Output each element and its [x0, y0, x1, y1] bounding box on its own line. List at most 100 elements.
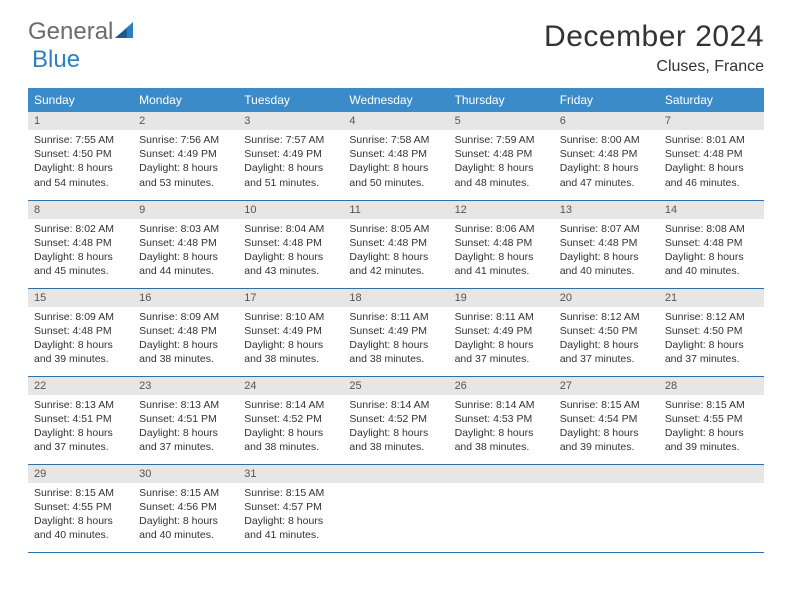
day-number: 26: [449, 377, 554, 395]
daylight-line: Daylight: 8 hours and 47 minutes.: [560, 161, 653, 189]
cell-body: Sunrise: 8:14 AMSunset: 4:52 PMDaylight:…: [343, 395, 448, 461]
daylight-line: Daylight: 8 hours and 40 minutes.: [665, 250, 758, 278]
day-number: 12: [449, 201, 554, 219]
day-number: 7: [659, 112, 764, 130]
sunrise-line: Sunrise: 7:56 AM: [139, 133, 232, 147]
sunrise-line: Sunrise: 8:04 AM: [244, 222, 337, 236]
sunrise-line: Sunrise: 8:10 AM: [244, 310, 337, 324]
title-block: December 2024 Cluses, France: [544, 20, 764, 76]
cell-body: Sunrise: 8:06 AMSunset: 4:48 PMDaylight:…: [449, 219, 554, 285]
sunset-line: Sunset: 4:53 PM: [455, 412, 548, 426]
sunrise-line: Sunrise: 8:11 AM: [349, 310, 442, 324]
daylight-line: Daylight: 8 hours and 48 minutes.: [455, 161, 548, 189]
day-number: 22: [28, 377, 133, 395]
sunset-line: Sunset: 4:55 PM: [665, 412, 758, 426]
day-number: 29: [28, 465, 133, 483]
sunrise-line: Sunrise: 8:12 AM: [560, 310, 653, 324]
cell-body-empty: [449, 483, 554, 492]
cell-body: Sunrise: 8:09 AMSunset: 4:48 PMDaylight:…: [28, 307, 133, 373]
sunrise-line: Sunrise: 8:15 AM: [665, 398, 758, 412]
sunset-line: Sunset: 4:49 PM: [349, 324, 442, 338]
sunrise-line: Sunrise: 7:55 AM: [34, 133, 127, 147]
calendar-cell: 10Sunrise: 8:04 AMSunset: 4:48 PMDayligh…: [238, 200, 343, 288]
cell-body: Sunrise: 8:00 AMSunset: 4:48 PMDaylight:…: [554, 130, 659, 196]
sunset-line: Sunset: 4:52 PM: [349, 412, 442, 426]
cell-body: Sunrise: 7:58 AMSunset: 4:48 PMDaylight:…: [343, 130, 448, 196]
calendar-cell: 13Sunrise: 8:07 AMSunset: 4:48 PMDayligh…: [554, 200, 659, 288]
day-number-empty: [343, 465, 448, 483]
cell-body-empty: [659, 483, 764, 492]
cell-body: Sunrise: 7:56 AMSunset: 4:49 PMDaylight:…: [133, 130, 238, 196]
cell-body: Sunrise: 8:10 AMSunset: 4:49 PMDaylight:…: [238, 307, 343, 373]
daylight-line: Daylight: 8 hours and 41 minutes.: [244, 514, 337, 542]
calendar-cell: 18Sunrise: 8:11 AMSunset: 4:49 PMDayligh…: [343, 288, 448, 376]
sunrise-line: Sunrise: 7:57 AM: [244, 133, 337, 147]
cell-body: Sunrise: 8:09 AMSunset: 4:48 PMDaylight:…: [133, 307, 238, 373]
weekday-header: Monday: [133, 88, 238, 112]
weekday-header: Saturday: [659, 88, 764, 112]
calendar-row: 1 Sunrise: 7:55 AMSunset: 4:50 PM Daylight…: [28, 112, 764, 200]
calendar-table: Sunday Monday Tuesday Wednesday Thursday…: [28, 88, 764, 553]
calendar-cell: 15Sunrise: 8:09 AMSunset: 4:48 PMDayligh…: [28, 288, 133, 376]
calendar-cell: 28Sunrise: 8:15 AMSunset: 4:55 PMDayligh…: [659, 376, 764, 464]
sunrise-line: Sunrise: 8:12 AM: [665, 310, 758, 324]
sunrise-line: Sunrise: 8:09 AM: [139, 310, 232, 324]
brand-part2: Blue: [32, 46, 80, 73]
calendar-cell: 12Sunrise: 8:06 AMSunset: 4:48 PMDayligh…: [449, 200, 554, 288]
day-number: 1: [28, 112, 133, 130]
calendar-cell: [343, 464, 448, 552]
day-number: 14: [659, 201, 764, 219]
daylight-line: Daylight: 8 hours and 39 minutes.: [560, 426, 653, 454]
cell-body: Sunrise: 8:08 AMSunset: 4:48 PMDaylight:…: [659, 219, 764, 285]
weekday-header: Tuesday: [238, 88, 343, 112]
cell-body: Sunrise: 8:03 AMSunset: 4:48 PMDaylight:…: [133, 219, 238, 285]
cell-body: Sunrise: 8:01 AMSunset: 4:48 PMDaylight:…: [659, 130, 764, 196]
sunrise-line: Sunrise: 7:58 AM: [349, 133, 442, 147]
day-number: 21: [659, 289, 764, 307]
daylight-line: Daylight: 8 hours and 40 minutes.: [560, 250, 653, 278]
sunset-line: Sunset: 4:48 PM: [349, 147, 442, 161]
sunrise-line: Sunrise: 8:08 AM: [665, 222, 758, 236]
brand-logo: General: [28, 20, 137, 44]
calendar-cell: 3Sunrise: 7:57 AMSunset: 4:49 PMDaylight…: [238, 112, 343, 200]
cell-body: Sunrise: 8:15 AMSunset: 4:56 PMDaylight:…: [133, 483, 238, 549]
day-number: 27: [554, 377, 659, 395]
day-number: 28: [659, 377, 764, 395]
day-number-empty: [449, 465, 554, 483]
cell-body: Sunrise: 8:11 AMSunset: 4:49 PMDaylight:…: [343, 307, 448, 373]
daylight-line: Daylight: 8 hours and 42 minutes.: [349, 250, 442, 278]
calendar-cell: 31Sunrise: 8:15 AMSunset: 4:57 PMDayligh…: [238, 464, 343, 552]
day-number: 3: [238, 112, 343, 130]
sunrise-line: Sunrise: 8:15 AM: [244, 486, 337, 500]
sunset-line: Sunset: 4:51 PM: [139, 412, 232, 426]
day-number: 16: [133, 289, 238, 307]
sunset-line: Sunset: 4:56 PM: [139, 500, 232, 514]
calendar-cell: 30Sunrise: 8:15 AMSunset: 4:56 PMDayligh…: [133, 464, 238, 552]
sunset-line: Sunset: 4:50 PM: [34, 147, 127, 161]
cell-body: Sunrise: 8:12 AMSunset: 4:50 PMDaylight:…: [659, 307, 764, 373]
calendar-cell: 27Sunrise: 8:15 AMSunset: 4:54 PMDayligh…: [554, 376, 659, 464]
daylight-line: Daylight: 8 hours and 38 minutes.: [455, 426, 548, 454]
day-number: 13: [554, 201, 659, 219]
daylight-line: Daylight: 8 hours and 37 minutes.: [139, 426, 232, 454]
daylight-line: Daylight: 8 hours and 45 minutes.: [34, 250, 127, 278]
sunrise-line: Sunrise: 8:15 AM: [34, 486, 127, 500]
cell-body: Sunrise: 8:14 AMSunset: 4:53 PMDaylight:…: [449, 395, 554, 461]
cell-body: Sunrise: 8:14 AMSunset: 4:52 PMDaylight:…: [238, 395, 343, 461]
sunrise-line: Sunrise: 8:14 AM: [244, 398, 337, 412]
weekday-header: Thursday: [449, 88, 554, 112]
calendar-cell: 1Sunrise: 7:55 AMSunset: 4:50 PMDaylight…: [28, 112, 133, 200]
calendar-row: 29Sunrise: 8:15 AMSunset: 4:55 PMDayligh…: [28, 464, 764, 552]
day-number: 19: [449, 289, 554, 307]
calendar-row: 22Sunrise: 8:13 AMSunset: 4:51 PMDayligh…: [28, 376, 764, 464]
day-number: 4: [343, 112, 448, 130]
sunset-line: Sunset: 4:48 PM: [665, 147, 758, 161]
sunset-line: Sunset: 4:48 PM: [665, 236, 758, 250]
cell-body: Sunrise: 7:59 AMSunset: 4:48 PMDaylight:…: [449, 130, 554, 196]
calendar-cell: 4Sunrise: 7:58 AMSunset: 4:48 PMDaylight…: [343, 112, 448, 200]
day-number: 25: [343, 377, 448, 395]
calendar-cell: 25Sunrise: 8:14 AMSunset: 4:52 PMDayligh…: [343, 376, 448, 464]
cell-body: Sunrise: 8:07 AMSunset: 4:48 PMDaylight:…: [554, 219, 659, 285]
cell-body: Sunrise: 8:13 AMSunset: 4:51 PMDaylight:…: [28, 395, 133, 461]
day-number: 8: [28, 201, 133, 219]
